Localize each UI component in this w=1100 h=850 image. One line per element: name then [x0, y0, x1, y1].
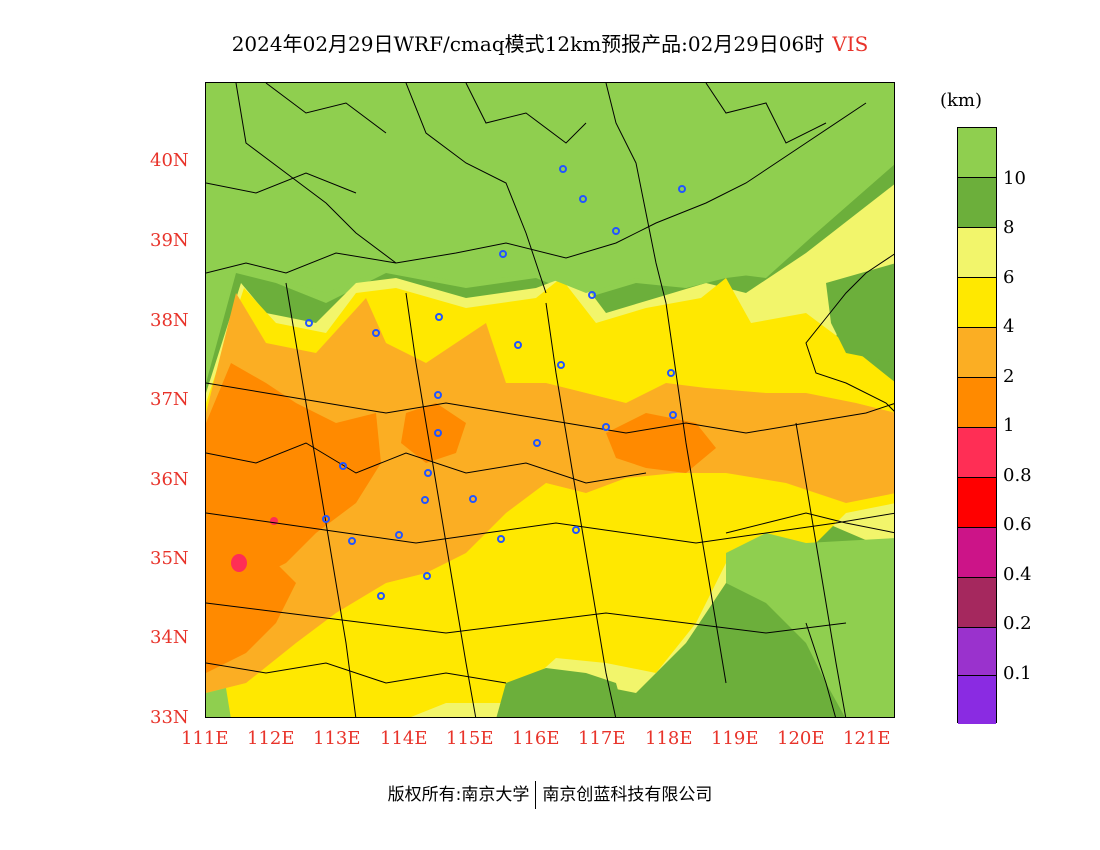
lat-label-36n: 36N: [150, 469, 189, 490]
legend-swatch-8: [958, 178, 996, 228]
map-title: 2024年02月29日WRF/cmaq模式12km预报产品:02月29日06时 V…: [0, 28, 1100, 57]
color-legend: [957, 127, 997, 724]
copyright-left: 版权所有:南京大学: [387, 785, 530, 805]
forecast-map: [205, 82, 895, 718]
lon-label-115e: 115E: [446, 728, 494, 749]
legend-label-0-4: 0.4: [1003, 564, 1032, 585]
lat-label-35n: 35N: [150, 548, 189, 569]
legend-label-0-6: 0.6: [1003, 514, 1032, 535]
legend-label-8: 8: [1003, 217, 1015, 238]
legend-label-0-8: 0.8: [1003, 465, 1032, 486]
lon-label-112e: 112E: [247, 728, 295, 749]
legend-swatch-0-4: [958, 528, 996, 578]
lat-label-38n: 38N: [150, 310, 189, 331]
legend-swatch-0-2: [958, 578, 996, 628]
copyright-right: 南京创蓝科技有限公司: [542, 785, 713, 805]
legend-swatch-min: [958, 676, 996, 724]
legend-label-2: 2: [1003, 366, 1015, 387]
lon-label-118e: 118E: [645, 728, 693, 749]
lat-label-39n: 39N: [150, 230, 189, 251]
lat-label-40n: 40N: [150, 150, 189, 171]
legend-label-6: 6: [1003, 267, 1015, 288]
legend-unit: (km): [940, 90, 983, 111]
legend-swatch-1: [958, 378, 996, 428]
legend-swatch-0-1: [958, 628, 996, 676]
lat-label-34n: 34N: [150, 627, 189, 648]
footer-divider: [535, 781, 537, 809]
lat-label-33n: 33N: [150, 707, 189, 728]
legend-swatch-6: [958, 228, 996, 278]
lon-label-111e: 111E: [181, 728, 229, 749]
title-variable: VIS: [832, 32, 869, 56]
legend-swatch-10: [958, 128, 996, 178]
legend-swatch-2: [958, 328, 996, 378]
lon-label-119e: 119E: [711, 728, 759, 749]
lon-label-113e: 113E: [313, 728, 361, 749]
copyright-footer: 版权所有:南京大学 南京创蓝科技有限公司: [0, 780, 1100, 809]
legend-label-1: 1: [1003, 415, 1015, 436]
legend-label-4: 4: [1003, 316, 1015, 337]
legend-swatch-0-8: [958, 428, 996, 478]
lon-label-114e: 114E: [380, 728, 428, 749]
lon-label-120e: 120E: [777, 728, 825, 749]
legend-swatch-4: [958, 278, 996, 328]
lon-label-121e: 121E: [843, 728, 891, 749]
visibility-field: [206, 83, 894, 717]
lon-label-116e: 116E: [512, 728, 560, 749]
title-text: 2024年02月29日WRF/cmaq模式12km预报产品:02月29日06时: [231, 32, 825, 56]
lon-label-117e: 117E: [578, 728, 626, 749]
legend-label-0-2: 0.2: [1003, 613, 1032, 634]
legend-label-0-1: 0.1: [1003, 663, 1032, 684]
lat-label-37n: 37N: [150, 389, 189, 410]
legend-swatch-0-6: [958, 478, 996, 528]
legend-label-10: 10: [1003, 168, 1026, 189]
